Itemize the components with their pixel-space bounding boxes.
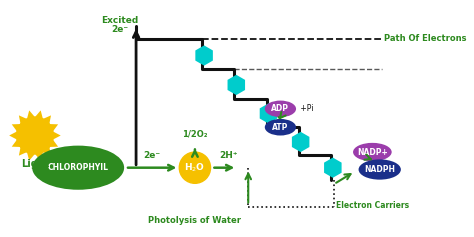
Ellipse shape [32, 146, 124, 190]
Text: Path Of Electrons: Path Of Electrons [384, 34, 467, 43]
Polygon shape [228, 75, 245, 95]
Text: Electron Carriers: Electron Carriers [336, 201, 409, 210]
Text: Excited: Excited [101, 16, 138, 25]
Polygon shape [260, 103, 277, 123]
Polygon shape [195, 46, 213, 66]
Text: 2e⁻: 2e⁻ [111, 25, 128, 34]
Text: 2H⁺: 2H⁺ [219, 151, 237, 160]
Circle shape [17, 117, 54, 154]
Polygon shape [9, 110, 61, 161]
Text: 2e⁻: 2e⁻ [143, 151, 160, 160]
Text: NADPH: NADPH [364, 165, 395, 174]
Polygon shape [324, 158, 342, 178]
Text: ADP: ADP [272, 104, 290, 113]
Circle shape [179, 152, 210, 183]
Ellipse shape [358, 160, 401, 180]
Ellipse shape [265, 119, 296, 136]
Text: ATP: ATP [272, 123, 289, 132]
Text: CHLOROPHYIL: CHLOROPHYIL [48, 163, 109, 172]
Ellipse shape [353, 143, 392, 161]
Text: +Pi: +Pi [298, 104, 313, 113]
Text: Light: Light [21, 160, 49, 169]
Ellipse shape [265, 100, 296, 117]
Text: NADP+: NADP+ [357, 148, 388, 157]
Text: Photolysis of Water: Photolysis of Water [148, 216, 241, 225]
Polygon shape [292, 132, 310, 152]
Text: H$_2$O: H$_2$O [184, 161, 206, 174]
Text: 1/2O₂: 1/2O₂ [182, 129, 208, 138]
